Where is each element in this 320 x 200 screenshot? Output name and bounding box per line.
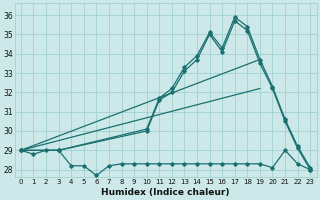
X-axis label: Humidex (Indice chaleur): Humidex (Indice chaleur) [101,188,230,197]
